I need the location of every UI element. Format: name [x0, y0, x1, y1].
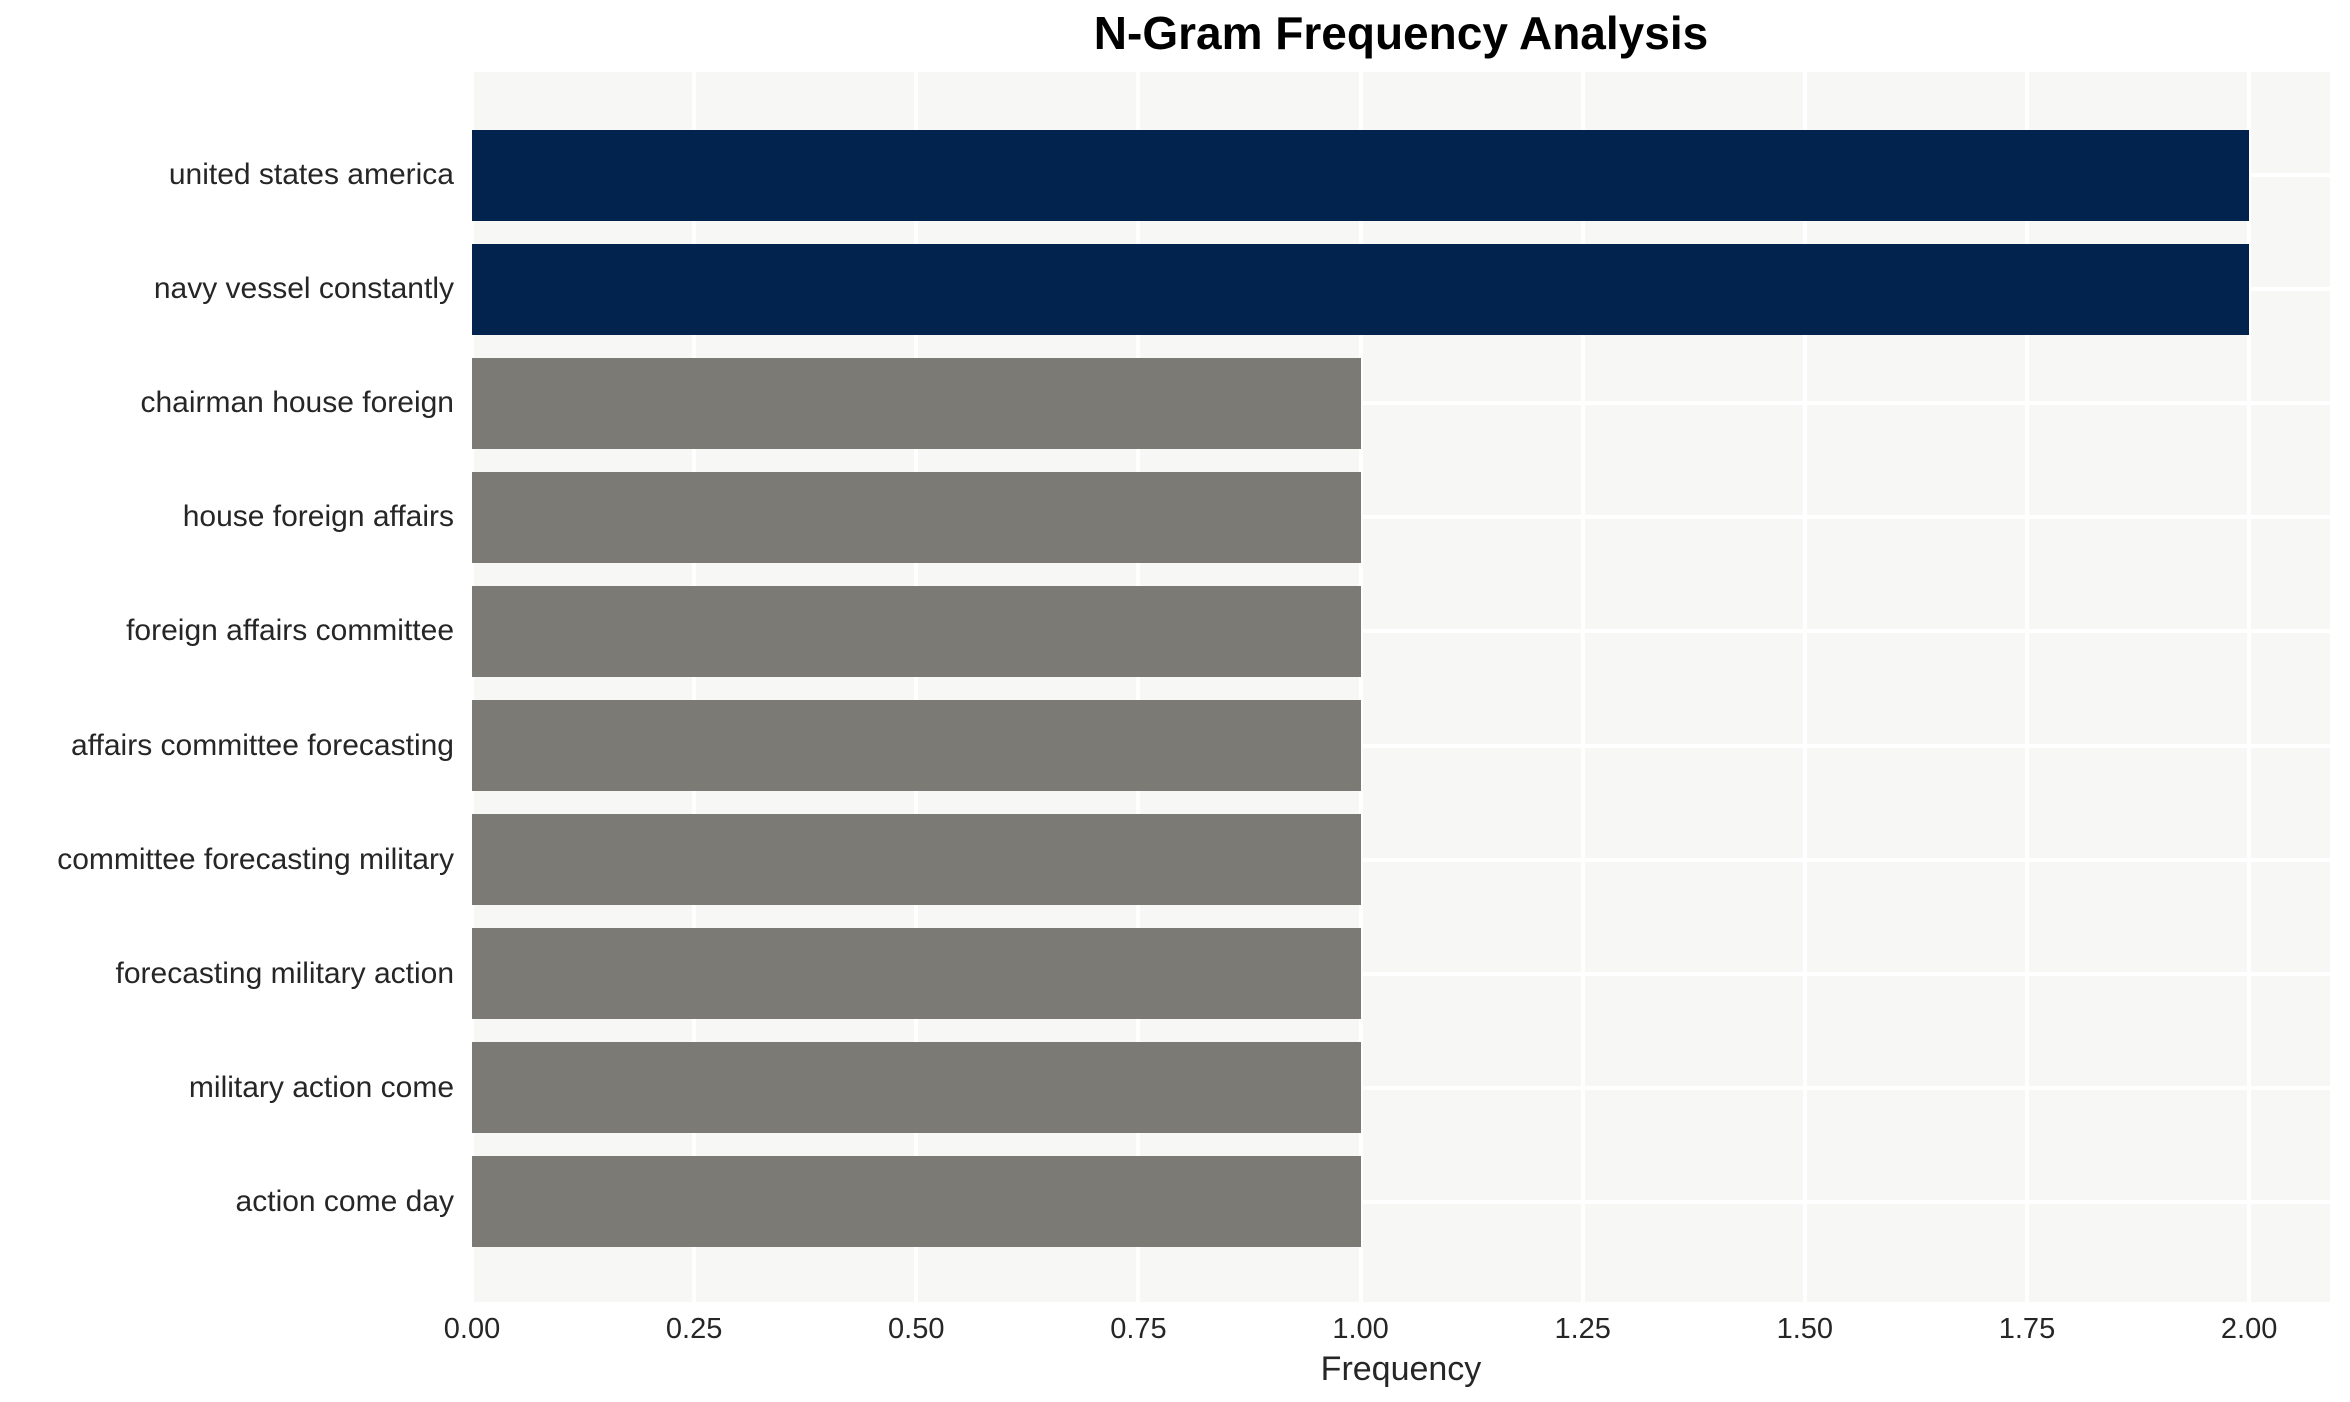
y-tick-label: committee forecasting military [57, 842, 454, 876]
bar-affairs-committee-forecasting [472, 700, 1361, 791]
y-tick-label: action come day [235, 1184, 454, 1218]
bar-foreign-affairs-committee [472, 585, 1361, 677]
gridline-y [472, 629, 2330, 634]
gridline-y [472, 1085, 2330, 1090]
y-tick-label: house foreign affairs [182, 500, 454, 534]
x-tick-label: 0.50 [888, 1313, 945, 1345]
y-tick-label: affairs committee forecasting [71, 728, 454, 762]
gridline-x-1.00 [1358, 72, 1363, 1302]
x-tick-label: 2.00 [2220, 1313, 2278, 1345]
x-tick-label: 1.00 [1332, 1313, 1389, 1345]
x-tick-label: 0.00 [443, 1313, 501, 1345]
gridline-y [472, 971, 2330, 976]
y-tick-label: navy vessel constantly [153, 272, 454, 306]
y-tick-label: military action come [188, 1070, 454, 1104]
gridline-x-2.00 [2247, 72, 2252, 1302]
x-axis-title: Frequency [1320, 1350, 1482, 1388]
gridline-y [472, 1199, 2330, 1204]
x-tick-label: 1.75 [1998, 1313, 2056, 1345]
plot-area [470, 72, 2330, 1302]
bar-chairman-house-foreign [472, 357, 1361, 449]
gridline-y [472, 743, 2330, 748]
gridline-x-0.00 [470, 72, 474, 1302]
chart-title: N-Gram Frequency Analysis [1093, 7, 1709, 59]
gridline-y [472, 857, 2330, 862]
y-tick-label: foreign affairs committee [126, 614, 454, 648]
gridline-x-0.50 [914, 72, 919, 1302]
gridline-x-1.25 [1580, 72, 1585, 1302]
x-tick-label: 0.75 [1110, 1313, 1167, 1345]
gridline-x-0.75 [1136, 72, 1141, 1302]
y-tick-label: chairman house foreign [140, 386, 454, 420]
x-tick-label: 1.50 [1776, 1313, 1834, 1345]
x-tick-label: 0.25 [665, 1313, 723, 1345]
bar-navy-vessel-constantly [472, 243, 2250, 335]
bar-committee-forecasting-military [472, 814, 1361, 906]
y-tick-label: forecasting military action [115, 956, 454, 990]
gridline-x-1.50 [1802, 72, 1807, 1302]
x-tick-label: 1.25 [1554, 1313, 1611, 1345]
bar-house-foreign-affairs [472, 471, 1361, 563]
gridline-y [472, 515, 2330, 520]
bar-action-come-day [472, 1156, 1361, 1248]
gridline-x-0.25 [692, 72, 697, 1302]
y-tick-label: united states america [168, 158, 454, 191]
bar-forecasting-military-action [472, 928, 1361, 1020]
gridline-y [472, 401, 2330, 406]
bar-military-action-come [472, 1042, 1361, 1134]
bar-united-states-america [472, 129, 2250, 221]
gridline-x-1.75 [2024, 72, 2029, 1302]
